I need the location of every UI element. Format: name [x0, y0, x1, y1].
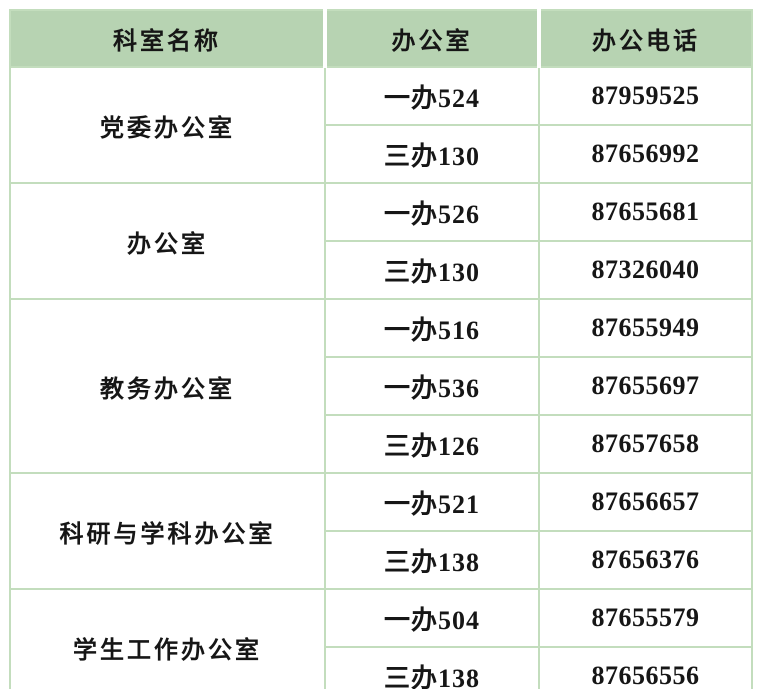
- phone-cell: 87655697: [538, 356, 753, 416]
- phone-cell: 87655579: [538, 588, 753, 648]
- table-row: 办公室 一办526 87655681: [9, 182, 753, 300]
- column-header-phone: 办公电话: [537, 10, 752, 67]
- office-cell: 三办130: [324, 240, 540, 300]
- department-cell: 科研与学科办公室: [9, 472, 326, 590]
- table-row: 三办138 87656556: [10, 646, 753, 689]
- table-body: 党委办公室 一办524 87959525 三办130 87656992 办公室 一办526 8…: [9, 66, 753, 689]
- department-cell: 办公室: [9, 182, 326, 300]
- phone-cell: 87959525: [538, 66, 753, 126]
- table-row: 一办536 87655697: [10, 356, 753, 416]
- table-row: 三办138 87656376: [10, 530, 753, 590]
- office-cell: 三办126: [324, 414, 540, 474]
- department-cell: 教务办公室: [9, 298, 326, 474]
- phone-cell: 87326040: [538, 240, 753, 300]
- table-row: 教务办公室 一办516 87655949: [9, 298, 753, 474]
- table-row: 学生工作办公室 一办504 87655579: [9, 588, 753, 689]
- office-cell: 一办521: [324, 472, 540, 532]
- phone-cell: 87656992: [538, 124, 753, 184]
- office-phone-table-wrap: 科室名称 办公室 办公电话 党委办公室 一办524 87959525 三办130 876…: [9, 9, 753, 689]
- phone-cell: 87655681: [538, 182, 753, 242]
- phone-cell: 87656556: [538, 646, 753, 689]
- department-cell: 学生工作办公室: [9, 588, 326, 689]
- office-cell: 三办138: [324, 646, 540, 689]
- table-row: 党委办公室 一办524 87959525: [9, 66, 753, 184]
- phone-cell: 87656657: [538, 472, 753, 532]
- phone-cell: 87657658: [538, 414, 753, 474]
- phone-cell: 87655949: [538, 298, 753, 358]
- table-row: 三办126 87657658: [10, 414, 753, 474]
- column-header-office: 办公室: [323, 10, 539, 67]
- office-cell: 一办504: [324, 588, 540, 648]
- column-header-department: 科室名称: [10, 10, 325, 67]
- department-cell: 党委办公室: [9, 66, 326, 184]
- table-header: 科室名称 办公室 办公电话: [10, 10, 752, 67]
- office-cell: 三办130: [324, 124, 540, 184]
- office-cell: 一办526: [324, 182, 540, 242]
- phone-cell: 87656376: [538, 530, 753, 590]
- office-cell: 三办138: [324, 530, 540, 590]
- office-cell: 一办536: [324, 356, 540, 416]
- office-phone-table: 科室名称 办公室 办公电话 党委办公室 一办524 87959525 三办130 876…: [9, 9, 753, 689]
- table-row: 三办130 87326040: [10, 240, 753, 300]
- office-cell: 一办524: [324, 66, 540, 126]
- office-cell: 一办516: [324, 298, 540, 358]
- header-row: 科室名称 办公室 办公电话: [10, 10, 752, 67]
- table-row: 科研与学科办公室 一办521 87656657: [9, 472, 753, 590]
- table-row: 三办130 87656992: [10, 124, 753, 184]
